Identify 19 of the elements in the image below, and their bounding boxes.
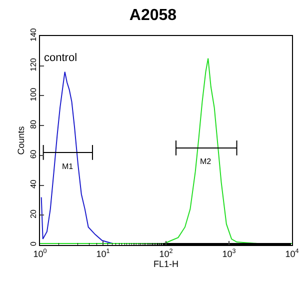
- y-tick-label: 80: [28, 119, 38, 129]
- x-tick-label: 10$^{1}$: [96, 248, 110, 259]
- series-label: control: [44, 52, 78, 64]
- x-tick-label: 10$^{4}$: [285, 248, 300, 259]
- x-tick-label: 10$^{0}$: [33, 248, 48, 259]
- annotation: M1: [62, 162, 74, 171]
- y-tick-label: 100: [28, 87, 38, 102]
- y-tick-label: 20: [28, 208, 38, 218]
- y-tick-label: 120: [28, 57, 38, 72]
- y-tick-label: 0: [28, 241, 38, 246]
- x-axis-title: FL1-H: [153, 258, 179, 269]
- x-tick-label: 10$^{2}$: [159, 248, 174, 259]
- x-tick-label: 10$^{3}$: [222, 248, 236, 259]
- y-tick-label: 140: [28, 28, 38, 42]
- y-tick-label: 60: [28, 149, 38, 159]
- chart-title: A2058: [129, 6, 177, 24]
- annotation: M2: [200, 157, 212, 166]
- y-tick-label: 40: [28, 179, 38, 189]
- y-axis-title: Counts: [16, 126, 26, 155]
